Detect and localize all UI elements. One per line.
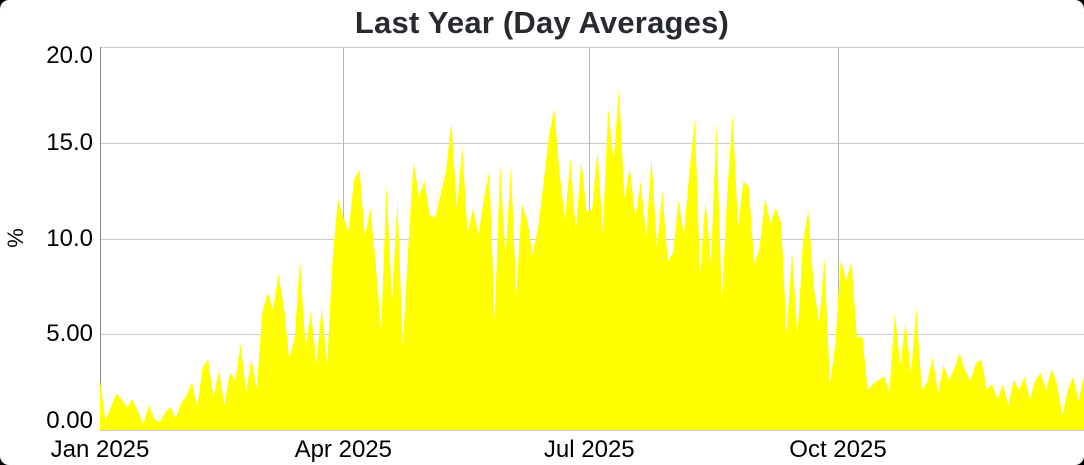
area-chart-svg bbox=[100, 87, 1084, 430]
x-tick-label: Oct 2025 bbox=[789, 436, 887, 463]
y-tick-label: 5.00 bbox=[46, 320, 93, 348]
y-tick-label: 0.00 bbox=[46, 407, 93, 434]
chart-title: Last Year (Day Averages) bbox=[354, 5, 730, 40]
x-tick-label: Jan 2025 bbox=[50, 436, 150, 463]
plot-area bbox=[100, 47, 1084, 431]
y-tick-label: 20.0 bbox=[46, 42, 93, 69]
y-tick-label: 10.0 bbox=[46, 224, 93, 252]
horizontal-gridline bbox=[100, 47, 1084, 48]
x-tick-label: Apr 2025 bbox=[294, 436, 392, 463]
area-series bbox=[100, 87, 1084, 430]
vertical-gridline bbox=[838, 47, 839, 430]
x-tick-label: Jul 2025 bbox=[543, 436, 635, 463]
horizontal-gridline bbox=[100, 430, 1084, 431]
y-axis-line bbox=[100, 47, 101, 430]
horizontal-gridline bbox=[100, 142, 1084, 144]
y-tick-label: 15.0 bbox=[46, 128, 93, 156]
